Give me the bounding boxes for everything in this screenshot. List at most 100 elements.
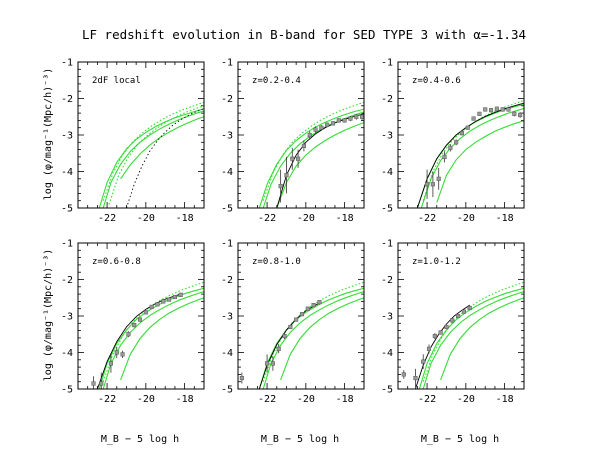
x-tick-label: -20 xyxy=(137,394,155,405)
data-point xyxy=(278,184,283,189)
data-point xyxy=(325,122,330,127)
y-tick-label: -3 xyxy=(221,131,233,142)
panel-frame xyxy=(77,61,205,209)
curve-group xyxy=(91,281,204,389)
data-point xyxy=(155,302,160,307)
data-point xyxy=(500,107,505,112)
y-tick-label: -4 xyxy=(221,348,233,359)
data-point xyxy=(132,323,137,328)
y-tick-label: -3 xyxy=(381,312,393,323)
lf-panel: -22 -20 -18 -5 -4 -3 -2 -1 z=0.8-1.0 xyxy=(221,239,365,405)
panel-frame xyxy=(397,61,525,209)
figure-title: LF redshift evolution in B-band for SED … xyxy=(82,27,526,42)
y-tick-label: -4 xyxy=(381,167,393,178)
data-point xyxy=(137,317,143,322)
data-point xyxy=(161,299,166,304)
curve-group xyxy=(416,99,524,208)
data-point xyxy=(282,334,287,339)
data-point xyxy=(313,127,318,132)
x-tick-label: -20 xyxy=(457,394,475,405)
x-tick-label: -18 xyxy=(336,213,354,224)
data-point xyxy=(456,313,461,319)
data-point xyxy=(348,116,353,121)
data-point xyxy=(459,131,465,136)
lf-curve-green-dotted xyxy=(102,101,204,201)
data-point xyxy=(413,376,418,381)
lf-curve-green-solid xyxy=(120,116,204,180)
data-point xyxy=(126,332,131,337)
lf-curve-green-solid xyxy=(280,297,364,381)
lf-curve-green-solid xyxy=(102,110,204,208)
data-point xyxy=(114,350,119,355)
data-point xyxy=(330,121,336,126)
lf-curve-black-solid xyxy=(416,102,524,208)
data-point xyxy=(290,156,295,161)
data-point xyxy=(99,381,104,386)
data-point xyxy=(450,318,455,323)
data-point xyxy=(265,361,270,366)
lf-panel: -22 -20 -18 -5 -4 -3 -2 -1 z=1.0-1.2 xyxy=(381,239,525,405)
x-tick-label: -18 xyxy=(336,394,354,405)
x-tick-label: -18 xyxy=(496,213,514,224)
panel-label: z=0.2-0.4 xyxy=(252,76,301,86)
data-point xyxy=(518,112,523,117)
x-tick-label: -22 xyxy=(98,394,116,405)
lf-curve-green-dotted xyxy=(108,105,204,205)
y-tick-label: -3 xyxy=(61,131,73,142)
x-axis-label-col3: M_B − 5 log h xyxy=(421,434,499,445)
data-point xyxy=(311,303,316,308)
y-tick-label: -1 xyxy=(61,239,73,250)
data-point xyxy=(296,156,301,161)
data-point xyxy=(167,297,172,302)
data-point xyxy=(438,330,443,335)
y-tick-label: -2 xyxy=(221,94,233,105)
y-tick-label: -4 xyxy=(61,167,73,178)
lf-curve-black-dotted xyxy=(126,108,204,208)
lf-panel: -22 -20 -18 -5 -4 -3 -2 -1 z=0.6-0.8 xyxy=(61,239,205,405)
data-point xyxy=(120,352,125,357)
y-tick-label: -1 xyxy=(221,58,233,69)
lf-curve-green-solid xyxy=(416,103,524,208)
data-point xyxy=(143,310,148,315)
lf-curve-green-solid xyxy=(262,111,364,208)
y-tick-label: -4 xyxy=(381,348,393,359)
data-point xyxy=(178,292,183,297)
data-point xyxy=(172,294,177,300)
lf-curve-black-solid xyxy=(258,301,322,389)
data-point xyxy=(425,182,430,187)
data-point xyxy=(360,114,364,119)
y-axis-label-row1: log (φ/mag⁻¹(Mpc/h)⁻³) xyxy=(43,68,54,200)
curve-group xyxy=(401,281,524,389)
y-tick-label: -4 xyxy=(221,167,233,178)
y-tick-label: -5 xyxy=(221,385,233,396)
panel-frame xyxy=(237,61,365,209)
lf-curve-green-solid xyxy=(258,108,364,208)
lf-curve-green-solid xyxy=(436,120,524,203)
x-axis-label-col1: M_B − 5 log h xyxy=(101,434,179,445)
data-point xyxy=(430,182,435,187)
curve-group xyxy=(98,101,204,208)
x-tick-label: -22 xyxy=(98,213,116,224)
data-point xyxy=(284,173,289,178)
x-tick-label: -22 xyxy=(258,394,276,405)
x-tick-label: -20 xyxy=(137,213,155,224)
lf-panel: -22 -20 -18 -5 -4 -3 -2 -1 z=0.4-0.6 xyxy=(381,58,525,224)
data-point xyxy=(483,107,488,112)
panel-label: z=0.4-0.6 xyxy=(412,76,461,86)
lf-curve-green-solid xyxy=(258,287,364,389)
lf-panel: -22 -20 -18 -5 -4 -3 -2 -1 2dF local xyxy=(61,58,205,224)
lf-curve-green-solid xyxy=(276,122,364,208)
y-tick-label: -2 xyxy=(61,94,73,105)
data-point xyxy=(461,309,466,314)
y-tick-label: -3 xyxy=(381,131,393,142)
data-point xyxy=(467,305,472,311)
data-point xyxy=(454,140,459,145)
y-tick-label: -3 xyxy=(61,312,73,323)
lf-curve-green-solid xyxy=(440,297,524,381)
x-tick-label: -18 xyxy=(176,394,194,405)
data-point xyxy=(401,372,406,377)
lf-curve-green-solid xyxy=(422,290,524,389)
data-point xyxy=(336,118,341,123)
